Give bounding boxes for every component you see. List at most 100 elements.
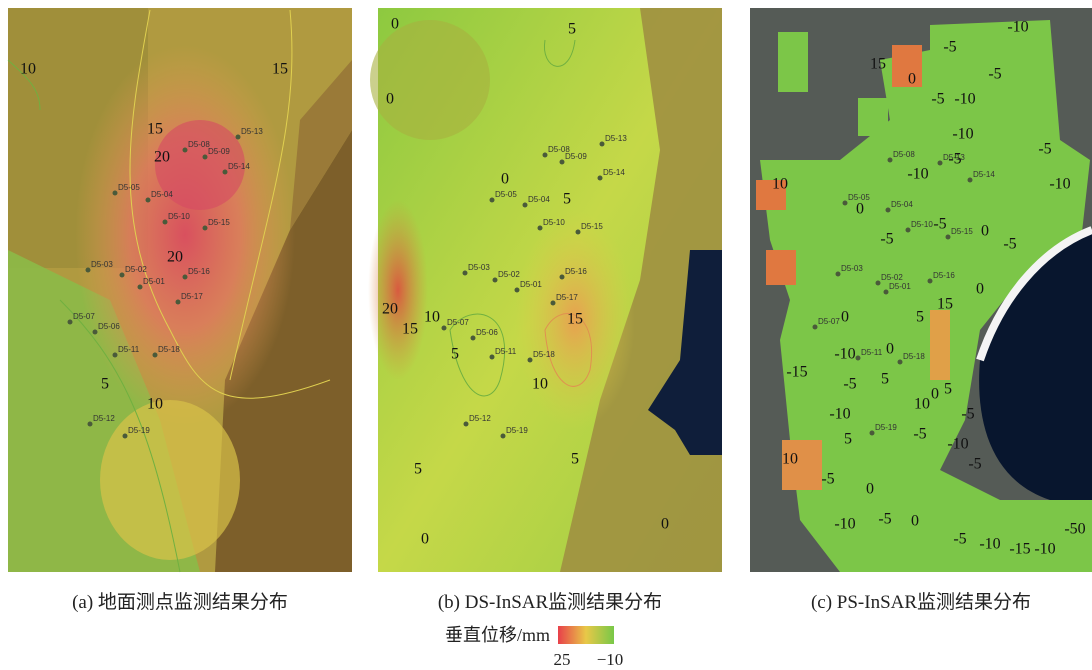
station-label: D5-03 xyxy=(841,264,863,273)
station-label: D5-10 xyxy=(543,218,565,227)
page: Map figure {"panels":[ {"caption":"(a) 地… xyxy=(0,0,1092,670)
contour-label: 10 xyxy=(772,176,788,193)
station-marker xyxy=(888,158,893,163)
station-label: D5-11 xyxy=(495,347,517,356)
station-label: D5-19 xyxy=(875,423,897,432)
contour-label: 0 xyxy=(908,71,916,88)
station-label: D5-12 xyxy=(469,414,491,423)
contour-label: 15 xyxy=(147,121,163,138)
figure: 垂直位移/mm 25 −10 D5-08D5-09D5-13D5-14D5-05… xyxy=(0,0,1092,670)
map-area xyxy=(892,45,922,87)
station-marker xyxy=(183,275,188,280)
station-marker xyxy=(598,176,603,181)
station-marker xyxy=(538,226,543,231)
contour-label: -10 xyxy=(834,516,855,533)
station-marker xyxy=(493,278,498,283)
station-marker xyxy=(576,230,581,235)
station-label: D5-02 xyxy=(881,273,903,282)
station-label: D5-01 xyxy=(143,277,165,286)
map-area xyxy=(778,32,808,92)
body: 垂直位移/mm 25 −10 D5-08D5-09D5-13D5-14D5-05… xyxy=(0,0,1092,670)
contour-label: 0 xyxy=(931,386,939,403)
station-label: D5-09 xyxy=(565,152,587,161)
station-marker xyxy=(146,198,151,203)
contour-label: -5 xyxy=(913,426,926,443)
station-label: D5-12 xyxy=(93,414,115,423)
station-marker xyxy=(898,360,903,365)
station-label: D5-03 xyxy=(468,263,490,272)
station-marker xyxy=(153,353,158,358)
contour-label: 0 xyxy=(661,516,669,533)
station-marker xyxy=(123,434,128,439)
legend-max: 25 xyxy=(554,650,571,669)
station-marker xyxy=(490,355,495,360)
contour-label: -5 xyxy=(1003,236,1016,253)
station-marker xyxy=(464,422,469,427)
contour-label: -5 xyxy=(821,471,834,488)
station-label: D5-02 xyxy=(125,265,147,274)
station-marker xyxy=(203,155,208,160)
station-label: D5-18 xyxy=(158,345,180,354)
contour-label: 5 xyxy=(881,371,889,388)
station-label: D5-01 xyxy=(520,280,542,289)
station-label: D5-14 xyxy=(603,168,625,177)
station-marker xyxy=(176,300,181,305)
contour-label: 5 xyxy=(916,309,924,326)
contour-label: -5 xyxy=(953,531,966,548)
contour-label: 0 xyxy=(866,481,874,498)
contour-label: -5 xyxy=(931,91,944,108)
contour-label: 5 xyxy=(568,21,576,38)
station-marker xyxy=(938,161,943,166)
station-label: D5-10 xyxy=(911,220,933,229)
contour-label: 15 xyxy=(870,56,886,73)
contour-label: -5 xyxy=(988,66,1001,83)
station-label: D5-06 xyxy=(98,322,120,331)
station-label: D5-04 xyxy=(151,190,173,199)
station-label: D5-15 xyxy=(208,218,230,227)
station-label: D5-19 xyxy=(128,426,150,435)
station-label: D5-06 xyxy=(476,328,498,337)
station-label: D5-02 xyxy=(498,270,520,279)
station-label: D5-07 xyxy=(73,312,95,321)
map-area xyxy=(368,200,428,380)
contour-label: 5 xyxy=(844,431,852,448)
station-label: D5-16 xyxy=(188,267,210,276)
station-label: D5-18 xyxy=(533,350,555,359)
panel-a-map xyxy=(8,8,352,572)
station-label: D5-16 xyxy=(565,267,587,276)
station-label: D5-07 xyxy=(447,318,469,327)
contour-label: 0 xyxy=(976,281,984,298)
contour-label: -10 xyxy=(954,91,975,108)
contour-label: -10 xyxy=(829,406,850,423)
station-label: D5-15 xyxy=(951,227,973,236)
contour-label: -10 xyxy=(1034,541,1055,558)
legend-min: −10 xyxy=(597,650,624,669)
contour-label: 15 xyxy=(272,61,288,78)
station-marker xyxy=(501,434,506,439)
station-marker xyxy=(856,356,861,361)
station-marker xyxy=(886,208,891,213)
contour-label: 0 xyxy=(501,171,509,188)
station-marker xyxy=(113,191,118,196)
station-marker xyxy=(113,353,118,358)
contour-label: 5 xyxy=(414,461,422,478)
station-marker xyxy=(120,273,125,278)
station-marker xyxy=(515,288,520,293)
station-marker xyxy=(183,148,188,153)
panel-caption: (c) PS-InSAR监测结果分布 xyxy=(811,591,1031,613)
station-label: D5-08 xyxy=(893,150,915,159)
station-label: D5-10 xyxy=(168,212,190,221)
station-label: D5-11 xyxy=(118,345,140,354)
contour-label: -10 xyxy=(947,436,968,453)
station-marker xyxy=(138,285,143,290)
station-marker xyxy=(946,235,951,240)
station-label: D5-18 xyxy=(903,352,925,361)
contour-label: -50 xyxy=(1064,521,1085,538)
station-marker xyxy=(543,153,548,158)
station-marker xyxy=(523,203,528,208)
panel-caption: (b) DS-InSAR监测结果分布 xyxy=(438,591,662,613)
map-area xyxy=(370,20,490,140)
station-marker xyxy=(836,272,841,277)
contour-label: 5 xyxy=(451,346,459,363)
station-marker xyxy=(884,290,889,295)
